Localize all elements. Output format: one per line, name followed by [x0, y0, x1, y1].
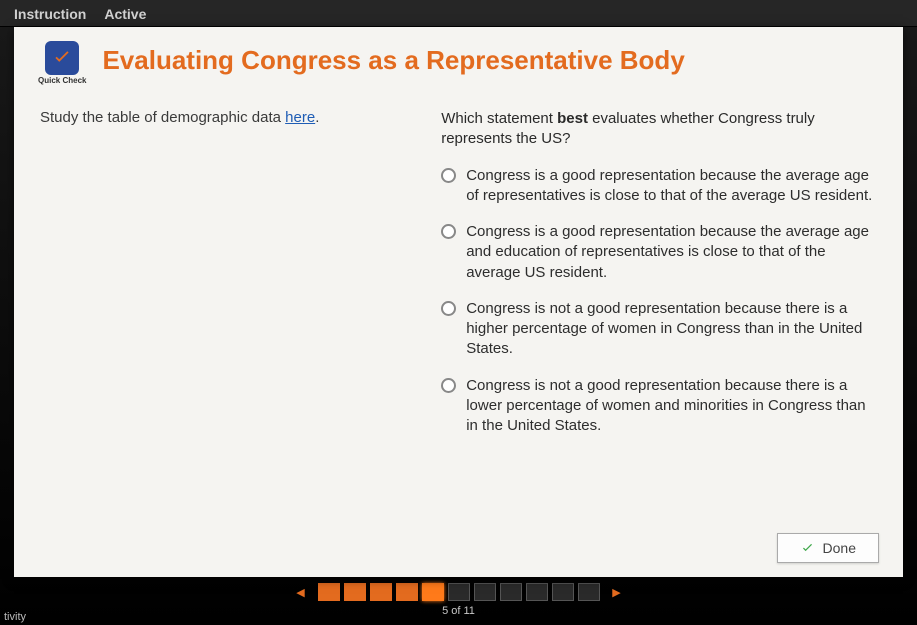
- question-stem: Which statement best evaluates whether C…: [441, 109, 877, 150]
- option-text: Congress is a good representation becaus…: [466, 222, 877, 283]
- quick-check-badge: Quick Check: [38, 41, 86, 85]
- tab-instruction[interactable]: Instruction: [14, 6, 86, 22]
- nav-step-5[interactable]: [422, 583, 444, 601]
- option-text: Congress is not a good representation be…: [466, 299, 877, 360]
- checkmark-icon: [45, 41, 79, 75]
- nav-step-6[interactable]: [448, 583, 470, 601]
- here-link[interactable]: here: [285, 109, 315, 126]
- content-card: Quick Check Evaluating Congress as a Rep…: [14, 27, 903, 577]
- nav-step-2[interactable]: [344, 583, 366, 601]
- nav-step-7[interactable]: [474, 583, 496, 601]
- radio-icon[interactable]: [441, 378, 456, 393]
- answer-option-4[interactable]: Congress is not a good representation be…: [441, 376, 877, 437]
- prompt-suffix: .: [315, 109, 319, 126]
- radio-icon[interactable]: [441, 168, 456, 183]
- answer-option-3[interactable]: Congress is not a good representation be…: [441, 299, 877, 360]
- corner-label: tivity: [4, 611, 26, 623]
- card-footer: Done: [14, 523, 903, 577]
- nav-next-arrow[interactable]: ▶: [610, 585, 624, 599]
- radio-icon[interactable]: [441, 224, 456, 239]
- top-tab-bar: Instruction Active: [0, 0, 917, 27]
- quick-check-label: Quick Check: [38, 77, 86, 85]
- prompt-prefix: Study the table of demographic data: [40, 109, 285, 126]
- study-prompt: Study the table of demographic data here…: [40, 109, 411, 126]
- option-text: Congress is not a good representation be…: [466, 376, 877, 437]
- nav-step-4[interactable]: [396, 583, 418, 601]
- lesson-title: Evaluating Congress as a Representative …: [102, 45, 684, 76]
- done-button[interactable]: Done: [777, 533, 879, 563]
- radio-icon[interactable]: [441, 301, 456, 316]
- lesson-frame: Instruction Active Quick Check Evaluatin…: [0, 0, 917, 625]
- card-header: Quick Check Evaluating Congress as a Rep…: [14, 27, 903, 95]
- nav-step-1[interactable]: [318, 583, 340, 601]
- check-icon: [800, 541, 815, 556]
- progress-nav: ◀ ▶: [0, 577, 917, 603]
- page-counter: 5 of 11: [0, 605, 917, 617]
- nav-step-10[interactable]: [552, 583, 574, 601]
- stem-prefix: Which statement: [441, 110, 557, 127]
- right-column: Which statement best evaluates whether C…: [441, 109, 877, 523]
- options-list: Congress is a good representation becaus…: [441, 166, 877, 437]
- option-text: Congress is a good representation becaus…: [466, 166, 877, 207]
- stem-bold: best: [557, 110, 588, 127]
- nav-step-3[interactable]: [370, 583, 392, 601]
- nav-prev-arrow[interactable]: ◀: [294, 585, 308, 599]
- answer-option-1[interactable]: Congress is a good representation becaus…: [441, 166, 877, 207]
- card-body: Study the table of demographic data here…: [14, 95, 903, 523]
- nav-step-8[interactable]: [500, 583, 522, 601]
- answer-option-2[interactable]: Congress is a good representation becaus…: [441, 222, 877, 283]
- left-column: Study the table of demographic data here…: [40, 109, 411, 523]
- nav-step-9[interactable]: [526, 583, 548, 601]
- nav-step-11[interactable]: [578, 583, 600, 601]
- tab-active[interactable]: Active: [104, 6, 146, 22]
- done-label: Done: [823, 540, 856, 556]
